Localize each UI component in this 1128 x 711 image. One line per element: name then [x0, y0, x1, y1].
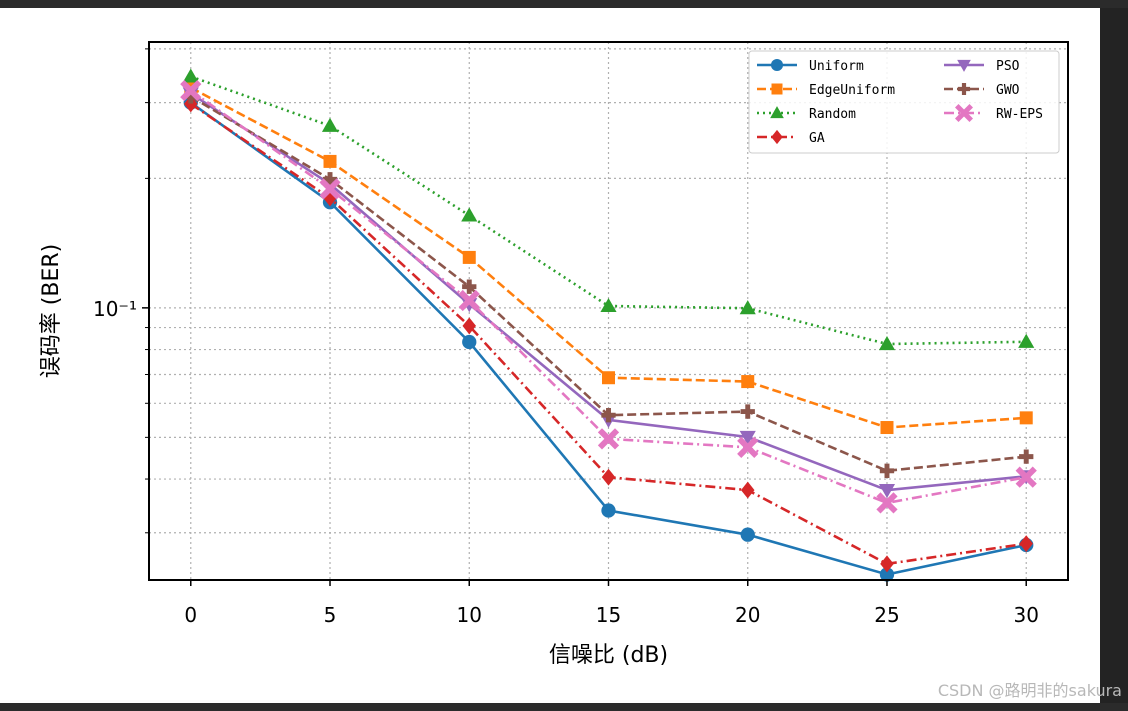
- data-point-triangle-up: [878, 335, 896, 351]
- x-axis-label: 信噪比 (dB): [549, 643, 668, 668]
- data-point-triangle-up: [770, 106, 784, 119]
- window-bottom-bar: [0, 703, 1128, 711]
- data-point-diamond: [740, 481, 755, 499]
- data-point-plus: [879, 463, 895, 478]
- data-point-triangle-up: [182, 68, 199, 83]
- series-rw-eps: [180, 79, 1037, 514]
- data-point-diamond: [601, 468, 616, 486]
- scrollbar-track[interactable]: [1100, 8, 1128, 703]
- series-gwo: [183, 89, 1034, 478]
- data-point-diamond: [880, 555, 894, 573]
- series-random: [182, 68, 1035, 351]
- y-axis-label: 误码率 (BER): [39, 244, 64, 378]
- data-point-triangle-up: [461, 207, 478, 222]
- x-axis-ticks: 0 5 10 15 20 25 30: [184, 580, 1039, 627]
- data-point-x-stroke: [876, 492, 898, 514]
- data-point-triangle-down: [878, 484, 896, 499]
- x-tick-label: 15: [596, 603, 621, 627]
- watermark: CSDN @路明非的sakura: [937, 681, 1122, 700]
- data-point-plus: [183, 89, 198, 104]
- data-point-x: [597, 428, 620, 450]
- data-point-x: [876, 492, 898, 514]
- data-point-x-stroke: [1015, 466, 1037, 488]
- window-top-bar: [0, 0, 1128, 8]
- data-point-x: [1015, 466, 1037, 488]
- x-tick-label: 20: [735, 603, 760, 627]
- data-point-x: [737, 436, 759, 458]
- data-point-plus: [1019, 449, 1034, 464]
- data-point-square: [771, 83, 783, 95]
- x-tick-label: 10: [457, 603, 482, 627]
- data-point-diamond: [462, 317, 477, 335]
- legend-item-random: Random: [757, 106, 856, 122]
- x-tick-label: 30: [1014, 603, 1039, 627]
- data-point-square: [1019, 411, 1033, 425]
- data-point-x-stroke: [955, 104, 973, 122]
- legend-item-pso: PSO: [944, 59, 1020, 74]
- data-point-diamond: [184, 95, 198, 113]
- data-point-x-stroke: [319, 178, 341, 200]
- y-tick-label-major: 10⁻¹: [93, 297, 137, 321]
- data-point-x-stroke: [737, 436, 759, 458]
- data-point-x: [319, 178, 341, 200]
- data-point-circle: [879, 567, 895, 582]
- data-point-diamond: [771, 129, 783, 145]
- data-point-square: [741, 375, 755, 389]
- data-point-circle: [770, 58, 784, 72]
- data-point-x: [458, 289, 480, 312]
- data-point-triangle-up: [600, 297, 617, 313]
- legend-label: PSO: [996, 59, 1020, 74]
- legend-label: GA: [809, 131, 825, 146]
- data-point-triangle-down: [739, 430, 756, 446]
- legend-label: Random: [809, 107, 856, 122]
- x-tick-label: 0: [184, 603, 197, 627]
- data-point-x-stroke: [597, 428, 620, 450]
- data-point-x-stroke: [458, 289, 480, 312]
- legend-item-uniform: Uniform: [757, 58, 864, 74]
- data-point-triangle-down: [957, 59, 971, 72]
- data-point-circle: [740, 527, 755, 542]
- data-point-plus: [462, 279, 477, 294]
- data-point-square: [880, 421, 894, 435]
- data-point-plus: [322, 172, 338, 187]
- data-point-circle: [462, 334, 477, 350]
- data-point-plus: [601, 408, 616, 423]
- legend-label: Uniform: [809, 59, 864, 74]
- legend-item-edgeuniform: EdgeUniform: [757, 83, 895, 98]
- data-point-x: [955, 104, 973, 122]
- data-point-triangle-up: [1018, 333, 1035, 348]
- legend-label: EdgeUniform: [809, 83, 895, 98]
- data-point-x: [180, 79, 202, 102]
- data-point-square: [462, 250, 476, 264]
- x-tick-label: 5: [324, 603, 337, 627]
- legend-box: [748, 50, 1060, 154]
- data-point-square: [602, 371, 615, 385]
- legend-item-rw-eps: RW-EPS: [944, 104, 1043, 122]
- legend-item-ga: GA: [757, 129, 825, 146]
- legend-label: GWO: [996, 83, 1020, 98]
- data-point-triangle-up: [321, 117, 339, 132]
- data-point-square: [323, 154, 337, 168]
- y-axis-ticks: [142, 48, 149, 534]
- data-point-triangle-up: [739, 300, 756, 315]
- data-point-x-stroke: [180, 79, 202, 102]
- data-point-plus: [957, 82, 971, 96]
- data-point-circle: [601, 503, 616, 518]
- legend-label: RW-EPS: [996, 107, 1043, 122]
- series-layer: [180, 68, 1037, 582]
- data-point-diamond: [1019, 535, 1033, 553]
- data-point-plus: [740, 404, 755, 419]
- legend: Uniform EdgeUniform Random GA PSO GWO RW-EPS: [748, 50, 1060, 154]
- x-tick-label: 25: [874, 603, 899, 627]
- legend-item-gwo: GWO: [944, 82, 1020, 98]
